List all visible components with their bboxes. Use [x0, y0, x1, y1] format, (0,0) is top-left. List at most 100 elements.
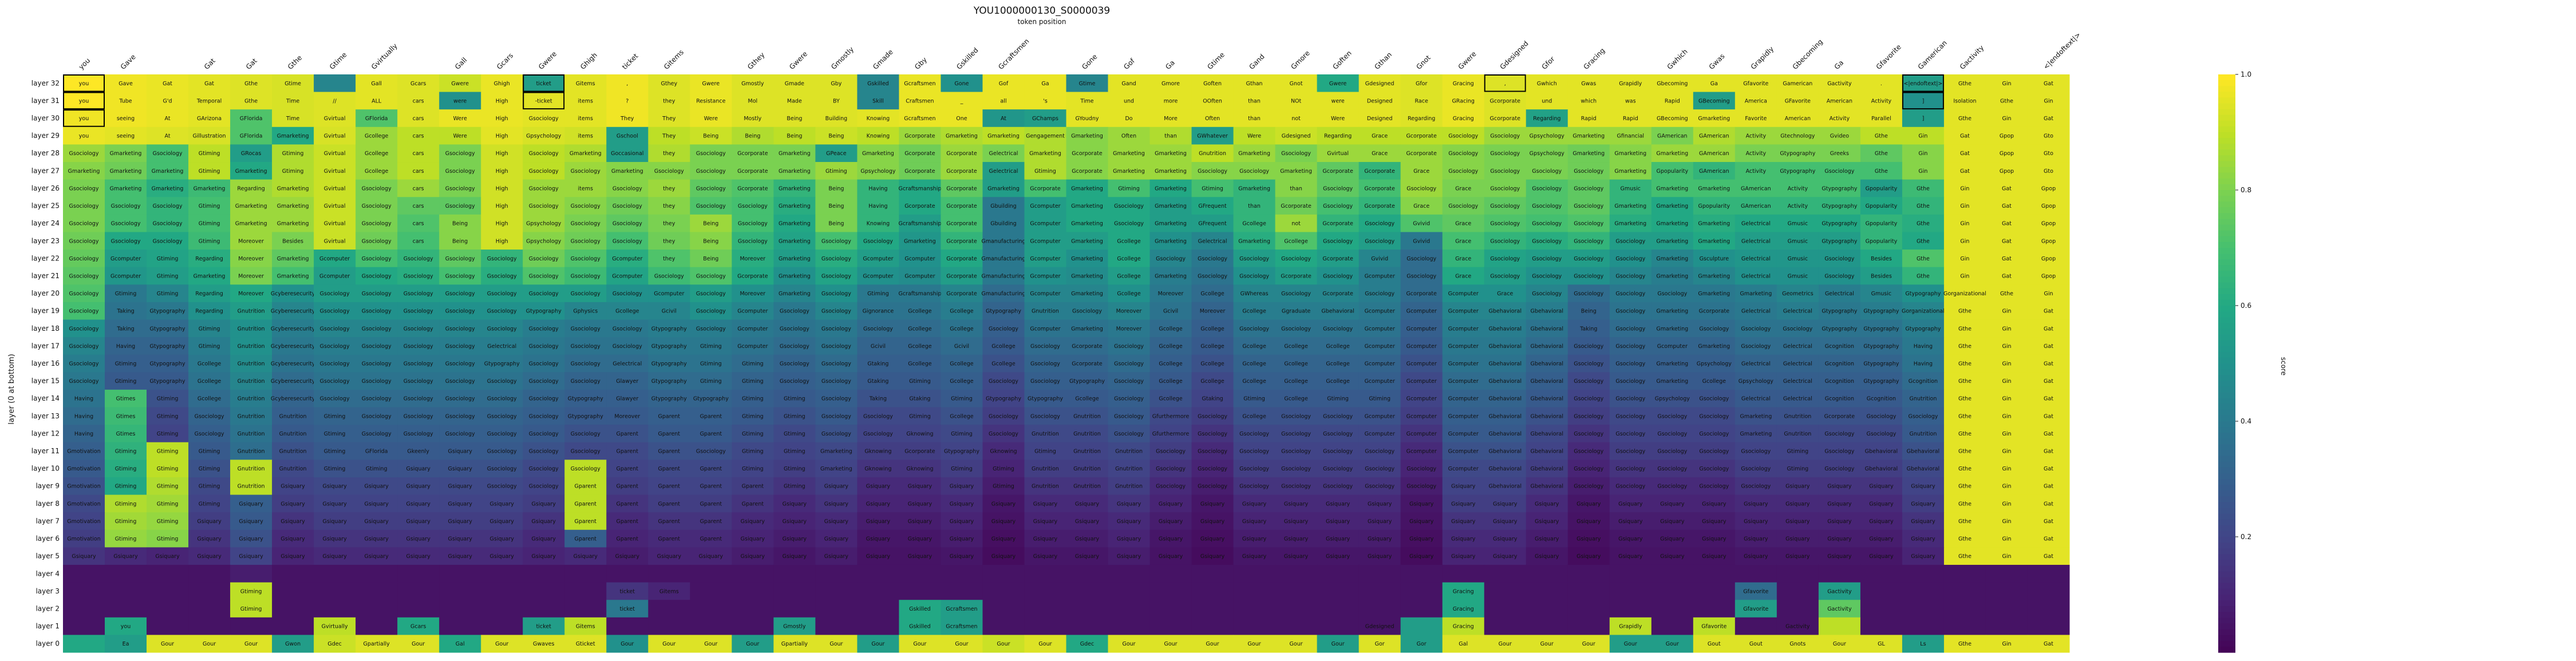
heatmap-cell	[1776, 74, 1819, 93]
cell-label: Gsociology	[1490, 273, 1520, 279]
y-tick-label: layer 26	[31, 184, 60, 192]
x-tick-label: Gand	[1247, 53, 1266, 71]
heatmap-cell	[1358, 564, 1401, 583]
heatmap-cell	[1024, 197, 1066, 215]
cell-label: Gsiquary	[1200, 501, 1225, 507]
cell-label: Gsiquary	[1577, 518, 1601, 525]
heatmap-cell	[439, 214, 481, 232]
cell-label: Gtypography	[150, 361, 185, 367]
cell-label: Gsiquary	[1159, 518, 1183, 525]
heatmap-cell	[564, 214, 607, 232]
cell-label: Gsociology	[613, 185, 642, 192]
cell-label: Gsiquary	[1702, 553, 1726, 560]
cell-label: Gsiquary	[824, 501, 849, 507]
heatmap-cell	[773, 74, 816, 93]
cell-label: Gsiquary	[1869, 501, 1894, 507]
cell-label: Gcyberesecurity	[271, 396, 315, 402]
cell-label: Gsociology	[362, 326, 392, 332]
cell-label: Gbehavioral	[1530, 484, 1563, 490]
heatmap-cell	[314, 179, 356, 197]
colorbar-segment	[2218, 201, 2235, 208]
heatmap-cell	[1484, 109, 1527, 128]
cell-label: Gbehavioral	[1530, 378, 1563, 385]
cell-label: Gsociology	[1741, 466, 1771, 472]
cell-label: Gtiming	[951, 466, 973, 472]
heatmap-cell	[1860, 582, 1903, 600]
cell-label: Gsiquary	[657, 553, 682, 560]
highlighted-cell-border	[63, 92, 105, 110]
cell-label: Gsociology	[153, 221, 183, 227]
cell-label: Gsiquary	[1451, 553, 1476, 560]
cell-label: Gsociology	[1281, 431, 1311, 437]
cell-label: Gat	[2044, 518, 2053, 525]
cell-label: Gparent	[742, 501, 764, 507]
cell-label: Gitems	[576, 81, 595, 87]
heatmap-cell	[1609, 600, 1652, 618]
cell-label: Gactivity	[1827, 606, 1852, 612]
heatmap-cell	[481, 179, 523, 197]
heatmap-cell	[523, 92, 565, 110]
heatmap-cell	[1358, 179, 1401, 197]
cell-label: Gmarketing	[1573, 151, 1605, 157]
heatmap-cell	[1860, 162, 1903, 180]
heatmap-cell	[732, 564, 774, 583]
heatmap-cell	[1902, 617, 1945, 635]
heatmap-cell	[481, 74, 523, 93]
heatmap-cells: you Gave Gat Gat Gthe Gtime Gall Gcars Gwere Ghig…	[63, 74, 2070, 653]
cell-label: GL	[1878, 641, 1885, 647]
cell-label: Gsociology	[613, 291, 642, 297]
heatmap-cell	[1776, 109, 1819, 128]
heatmap-cell	[815, 109, 858, 128]
cell-label: Gsiquary	[908, 518, 933, 525]
cell-label: Gtiming	[1369, 396, 1390, 402]
heatmap-cell	[1233, 582, 1276, 600]
cell-label: Gsociology	[404, 308, 433, 315]
cell-label: Gpsychology	[526, 133, 562, 140]
cell-label: Gcomputer	[110, 273, 141, 279]
heatmap-cell	[1108, 564, 1151, 583]
cell-label: Gsociology	[1615, 361, 1645, 367]
cell-label: Gtiming	[324, 466, 346, 472]
cell-label: Ea	[123, 641, 129, 647]
cell-label: Gsociology	[1198, 431, 1227, 437]
cell-label: Gactivity	[1827, 588, 1852, 595]
cell-label: Gsiquary	[1200, 518, 1225, 525]
colorbar-segment	[2218, 369, 2235, 375]
cell-label: were	[1332, 98, 1345, 104]
heatmap-cell	[355, 92, 398, 110]
cell-label: Craftsmen	[906, 98, 934, 104]
x-tick-label: Gall	[453, 56, 468, 71]
cell-label: Gpsychology	[1530, 151, 1565, 157]
cell-label: Gmarketing	[110, 168, 142, 175]
cell-label: Gsociology	[1114, 221, 1144, 227]
heatmap-cell	[1066, 144, 1109, 163]
cell-label: Activity	[1746, 168, 1767, 175]
heatmap-cell	[1442, 179, 1485, 197]
heatmap-cell	[355, 126, 398, 145]
cell-label: Gsiquary	[1911, 518, 1935, 525]
cell-label: Gmarketing	[1280, 168, 1312, 175]
cell-label: Gsiquary	[364, 501, 389, 507]
cell-label: Gsiquary	[741, 518, 765, 525]
cell-label: Gthe	[1958, 343, 1971, 350]
heatmap-cell	[1191, 92, 1234, 110]
cell-label: Gsociology	[1323, 185, 1353, 192]
cell-label: Taking	[869, 396, 887, 402]
heatmap-cell	[355, 582, 398, 600]
heatmap-cell	[1526, 74, 1568, 93]
cell-label: Gcomputer	[110, 256, 141, 262]
cell-label: Gsociology	[1365, 484, 1394, 490]
cell-label: Gnutrition	[279, 413, 307, 419]
heatmap-cell	[272, 179, 314, 197]
heatmap-cell	[1609, 564, 1652, 583]
cell-label: GRocas	[241, 151, 261, 157]
cell-label: Gsociology	[445, 378, 475, 385]
heatmap-cell	[188, 179, 231, 197]
cell-label: Gin	[2002, 343, 2011, 350]
heatmap-cell	[1400, 582, 1443, 600]
cell-label: Gsiquary	[280, 484, 305, 490]
cell-label: Gsiquary	[1702, 536, 1726, 543]
heatmap-cell	[63, 617, 105, 635]
heatmap-cell	[1776, 162, 1819, 180]
heatmap-cell	[564, 600, 607, 618]
